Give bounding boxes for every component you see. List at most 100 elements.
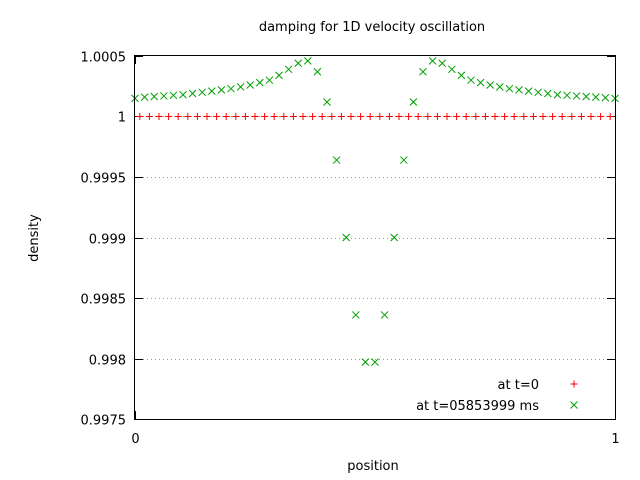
- data-point: [591, 93, 600, 101]
- data-point: [179, 90, 187, 99]
- data-point: [193, 113, 201, 120]
- data-point: [136, 113, 144, 120]
- data-point: [303, 56, 312, 65]
- data-point: [275, 71, 283, 80]
- data-point: [534, 88, 543, 97]
- data-point: [236, 83, 245, 91]
- data-point: [486, 81, 495, 89]
- data-point: [188, 89, 197, 98]
- data-point: [601, 93, 610, 102]
- data-point: [539, 113, 547, 120]
- data-point: [357, 113, 365, 120]
- data-point: [246, 81, 255, 89]
- plot-frame: [134, 55, 616, 420]
- data-point: [207, 87, 216, 95]
- data-point: [577, 113, 585, 120]
- data-point: [159, 92, 168, 100]
- data-point: [419, 67, 427, 76]
- data-point: [265, 76, 274, 85]
- data-point: [409, 98, 418, 106]
- data-point: [351, 311, 360, 319]
- data-point: [510, 113, 518, 120]
- data-point: [280, 113, 288, 120]
- data-point: [457, 71, 466, 80]
- data-point: [155, 113, 163, 120]
- y-tick-label: 0.9995: [81, 172, 127, 187]
- x-axis-label: position: [347, 459, 399, 474]
- data-point: [332, 156, 341, 164]
- data-point: [217, 86, 226, 94]
- data-point: [467, 76, 475, 85]
- data-point: [347, 113, 355, 120]
- data-point: [140, 93, 149, 101]
- data-point: [328, 113, 336, 120]
- data-point: [543, 89, 552, 98]
- data-point: [261, 113, 269, 120]
- data-point: [447, 65, 456, 74]
- data-point: [438, 59, 447, 68]
- data-point: [270, 113, 278, 120]
- data-point: [414, 113, 422, 120]
- data-point: [524, 87, 533, 95]
- data-point: [606, 113, 614, 120]
- data-point: [553, 90, 562, 99]
- y-tick-label: 0.998: [89, 354, 126, 369]
- data-point: [424, 113, 432, 120]
- legend-marker: [570, 401, 578, 409]
- data-point: [294, 59, 303, 68]
- data-point: [563, 91, 571, 100]
- data-point: [428, 56, 437, 65]
- data-point: [150, 92, 159, 101]
- data-point: [495, 83, 504, 91]
- data-point: [289, 113, 297, 120]
- data-point: [549, 113, 557, 120]
- data-point: [462, 113, 470, 120]
- data-point: [174, 113, 182, 120]
- series-2: [131, 56, 619, 366]
- y-axis-label: density: [27, 214, 42, 262]
- data-point: [203, 113, 211, 120]
- data-point: [597, 113, 605, 120]
- data-point: [568, 113, 576, 120]
- data-point: [390, 233, 399, 242]
- data-point: [145, 113, 153, 120]
- data-point: [165, 113, 173, 120]
- data-point: [213, 113, 221, 120]
- data-point: [395, 113, 403, 120]
- data-point: [476, 78, 485, 87]
- y-tick-label: 0.999: [89, 233, 126, 248]
- data-point: [472, 113, 480, 120]
- data-point: [572, 92, 581, 100]
- y-tick-label: 0.9985: [81, 293, 127, 308]
- data-point: [232, 113, 240, 120]
- legend: at t=0 at t=05853999 ms: [416, 378, 578, 414]
- data-point: [453, 113, 461, 120]
- data-point: [255, 78, 264, 87]
- data-point: [299, 113, 307, 120]
- data-series: [131, 56, 619, 366]
- data-point: [558, 113, 566, 120]
- data-point: [169, 91, 178, 100]
- data-point: [481, 113, 489, 120]
- data-point: [582, 92, 591, 101]
- data-point: [433, 113, 441, 120]
- data-point: [405, 113, 413, 120]
- data-point: [251, 113, 259, 120]
- y-tick-label: 0.9975: [81, 414, 127, 429]
- data-point: [491, 113, 499, 120]
- data-point: [371, 358, 379, 366]
- series-1: [136, 113, 614, 120]
- data-point: [366, 113, 374, 120]
- data-point: [443, 113, 451, 120]
- axis-ticks: 0.9975 0.998 0.9985 0.999 0.9995 1 1.0005 0 1: [81, 51, 620, 448]
- data-point: [515, 86, 523, 94]
- data-point: [309, 113, 317, 120]
- grid-lines: [135, 116, 615, 360]
- data-point: [241, 113, 249, 120]
- data-point: [184, 113, 192, 120]
- x-tick-label: 0: [131, 432, 139, 447]
- data-point: [529, 113, 537, 120]
- data-point: [399, 156, 408, 164]
- data-point: [342, 233, 351, 242]
- data-point: [313, 67, 322, 76]
